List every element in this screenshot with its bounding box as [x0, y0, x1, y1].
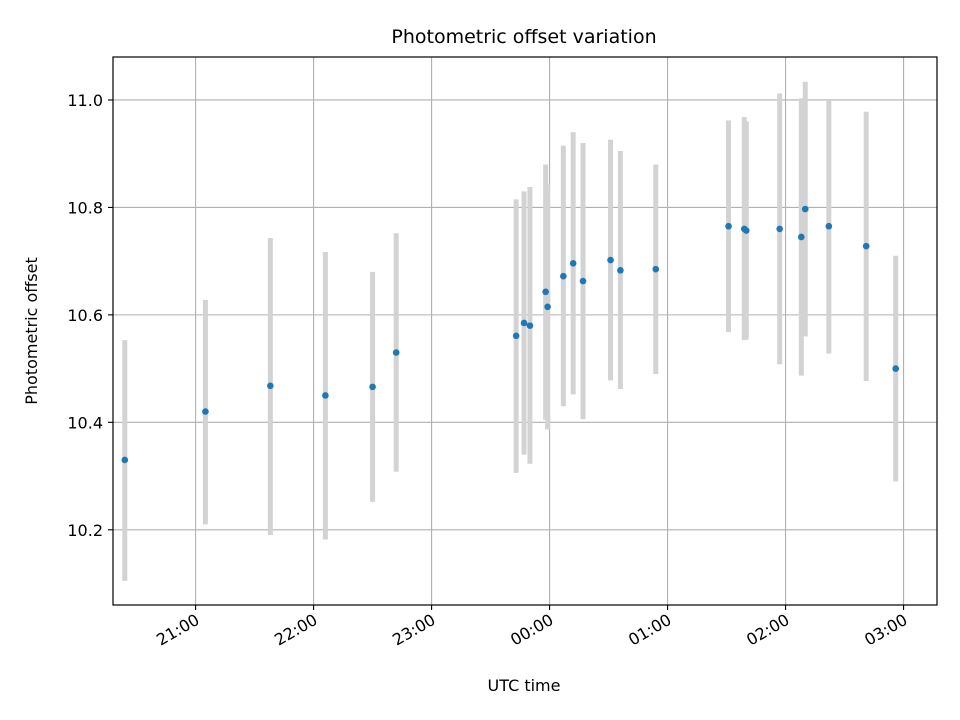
data-point [892, 365, 900, 372]
data-point [617, 266, 624, 274]
x-tick-label: 23:00 [389, 610, 438, 650]
y-axis-label: Photometric offset [22, 257, 41, 405]
data-point [742, 227, 750, 234]
data-point [776, 225, 783, 233]
x-tick-label: 22:00 [271, 610, 320, 650]
data-point [322, 392, 329, 399]
x-axis-ticks: 21:00 22:00 23:00 00:00 01:00 02:00 03:00 [153, 605, 911, 650]
x-tick-label: 00:00 [507, 610, 556, 650]
data-point [801, 205, 809, 213]
x-tick-label: 02:00 [743, 610, 792, 650]
data-point [560, 272, 567, 280]
x-tick-label: 21:00 [153, 610, 202, 650]
data-point [542, 288, 549, 296]
x-tick-label: 01:00 [625, 610, 674, 650]
data-point [569, 260, 577, 267]
data-point [862, 242, 870, 250]
y-tick-label: 10.2 [67, 521, 103, 540]
data-point [725, 222, 732, 230]
x-axis-label: UTC time [488, 676, 561, 695]
y-tick-label: 10.4 [67, 413, 103, 432]
data-point [520, 319, 528, 327]
data-point [202, 408, 209, 415]
data-point [798, 233, 805, 241]
data-point [121, 456, 129, 464]
x-tick-label: 03:00 [861, 610, 910, 650]
data-point [526, 322, 534, 329]
y-tick-label: 10.6 [67, 306, 103, 325]
y-tick-label: 10.8 [67, 198, 103, 217]
data-point [579, 277, 587, 285]
error-bars [122, 81, 899, 581]
data-point [392, 349, 400, 356]
data-point [369, 383, 376, 391]
chart-title: Photometric offset variation [391, 26, 656, 48]
data-point [267, 382, 274, 390]
data-point [652, 265, 660, 273]
y-axis-ticks: 10.2 10.4 10.6 10.8 11.0 [67, 91, 113, 540]
axes-frame [112, 56, 938, 606]
data-points [121, 205, 900, 464]
data-point [512, 332, 520, 340]
data-point [544, 303, 551, 311]
data-point [825, 222, 833, 230]
data-point [607, 256, 614, 264]
y-tick-label: 11.0 [67, 91, 103, 110]
